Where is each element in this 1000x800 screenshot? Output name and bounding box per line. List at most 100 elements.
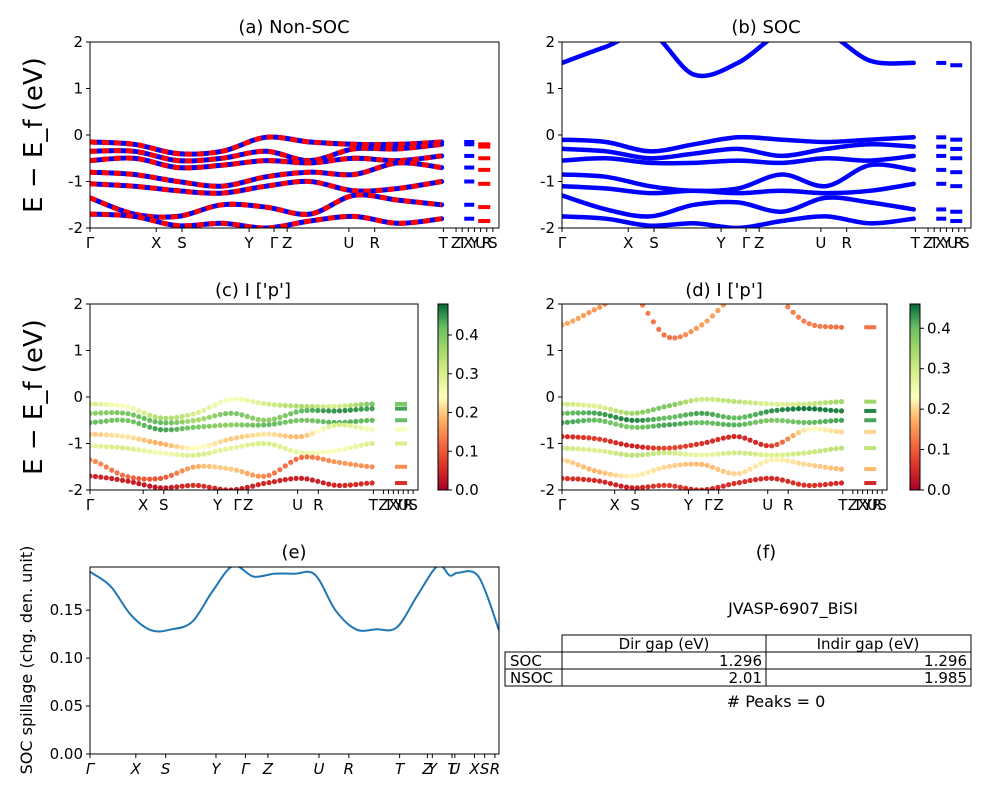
band-point	[195, 463, 202, 470]
band-point	[688, 461, 694, 467]
colorbar-tick-label: 0.0	[927, 481, 951, 499]
x-tick-label: Y	[428, 760, 439, 778]
band-point	[190, 411, 196, 417]
band-point	[114, 470, 120, 476]
band-point	[801, 419, 807, 426]
band-point	[693, 420, 700, 426]
band-point	[364, 480, 370, 486]
band-point	[688, 420, 694, 426]
band-point	[801, 401, 807, 407]
band-point	[136, 476, 142, 482]
band-point	[812, 426, 818, 432]
band-point	[715, 484, 721, 490]
band-point	[347, 445, 353, 451]
band-point	[266, 480, 272, 486]
band-point	[693, 397, 700, 403]
band-point	[239, 412, 245, 418]
band-line	[562, 162, 916, 194]
band-point	[288, 447, 294, 453]
band-point	[152, 419, 158, 425]
x-tick-label: Γ	[86, 234, 95, 252]
x-tick-label: R	[490, 760, 500, 778]
panel-b-title: (b) SOC	[731, 17, 800, 38]
band-point	[233, 435, 240, 441]
band-point	[331, 422, 337, 428]
band-point	[806, 462, 812, 468]
band-point	[163, 450, 169, 456]
band-point	[699, 322, 705, 328]
colorbar-tick-label: 0.3	[455, 365, 479, 383]
band-point	[255, 482, 261, 488]
band-point	[726, 470, 732, 476]
band-line	[90, 134, 445, 157]
band-point	[629, 424, 635, 430]
band-point	[228, 445, 234, 451]
band-point	[613, 414, 619, 420]
band-point	[119, 410, 126, 416]
band-point	[98, 443, 104, 449]
band-point	[320, 408, 326, 414]
band-point	[244, 422, 250, 428]
band-point	[828, 465, 834, 471]
band-point	[228, 436, 234, 442]
band-point	[597, 448, 603, 454]
band-point	[736, 434, 743, 440]
x-tick-label: S	[177, 234, 187, 252]
band-point	[233, 444, 240, 450]
band-point	[785, 406, 791, 412]
band-point	[277, 467, 283, 473]
band-point	[752, 451, 759, 457]
band-point	[607, 449, 614, 455]
band-point	[92, 410, 98, 416]
band-point	[250, 483, 256, 489]
band-point	[326, 449, 332, 455]
band-point	[666, 482, 673, 489]
band-point	[299, 450, 305, 456]
band-point	[634, 472, 640, 478]
band-point	[704, 462, 710, 468]
x-tick-label: X	[463, 234, 473, 252]
band-point	[168, 472, 174, 478]
band-point	[801, 406, 807, 412]
band-point	[369, 480, 375, 486]
band-point	[114, 444, 120, 450]
band-point	[152, 484, 158, 490]
band-point	[586, 477, 592, 483]
band-point	[597, 436, 603, 442]
band-point	[331, 482, 337, 488]
x-tick-label: Z	[923, 234, 933, 252]
band-point	[602, 304, 608, 307]
y-tick-label: 2	[73, 295, 83, 313]
band-point	[288, 434, 294, 440]
band-point	[277, 432, 283, 438]
band-point	[726, 398, 732, 404]
y-tick-label: -1	[540, 173, 555, 191]
band-point	[806, 426, 812, 432]
band-point	[656, 450, 662, 456]
band-point	[650, 445, 657, 451]
x-tick-label: U	[762, 496, 773, 514]
band-point	[742, 421, 748, 427]
band-point	[817, 448, 823, 454]
band-point	[699, 461, 705, 467]
x-tick-label: Y	[683, 496, 694, 514]
band-point	[769, 452, 775, 458]
band-point	[250, 441, 256, 447]
band-point	[223, 465, 229, 471]
band-point	[201, 416, 207, 422]
band-point	[715, 307, 721, 314]
y-tick-label: -1	[68, 435, 83, 453]
band-point	[206, 463, 212, 469]
band-point	[602, 470, 608, 476]
panel-d-frame	[561, 303, 888, 491]
band-point	[704, 486, 710, 490]
band-point	[607, 406, 614, 412]
band-point	[742, 399, 748, 405]
band-point	[838, 399, 845, 405]
band-point	[353, 407, 359, 413]
colorbar-tick-label: 0.2	[927, 400, 951, 418]
band-point	[618, 441, 624, 447]
band-point	[288, 418, 294, 424]
band-point	[130, 475, 136, 481]
band-point	[833, 399, 839, 405]
